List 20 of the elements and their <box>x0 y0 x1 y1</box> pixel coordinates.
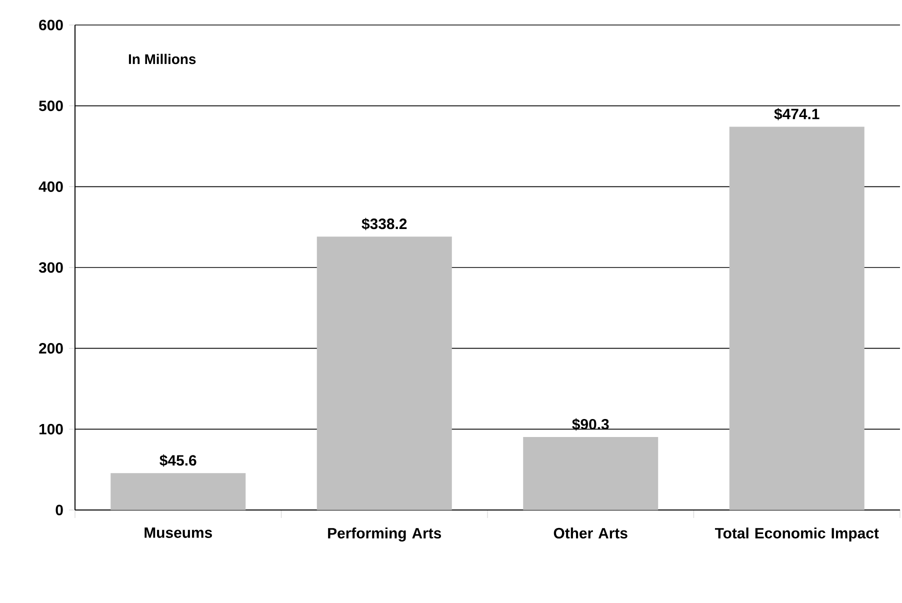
y-tick-label: 300 <box>38 262 63 273</box>
y-tick-label: 400 <box>38 181 63 192</box>
y-tick-label: 100 <box>39 424 63 434</box>
data-label: $474.1 <box>774 108 820 120</box>
bar <box>316 236 452 510</box>
x-tick-label: Museums <box>144 528 212 538</box>
bar <box>523 437 658 510</box>
y-tick-label: 500 <box>39 100 63 112</box>
data-label: $338.2 <box>362 218 407 230</box>
x-tick-label: Total Economic Impact <box>714 528 879 542</box>
bar <box>729 126 864 510</box>
y-tick-label: 200 <box>39 343 63 354</box>
annotation: In Millions <box>128 54 196 64</box>
bar <box>110 473 246 510</box>
y-tick-label: 0 <box>56 504 63 516</box>
x-tick-label: Performing Arts <box>328 528 442 542</box>
x-tick-label: Other Arts <box>554 528 628 538</box>
y-tick-label: 600 <box>39 20 63 30</box>
data-label: $45.6 <box>160 454 196 467</box>
data-label: $90.3 <box>572 418 609 430</box>
